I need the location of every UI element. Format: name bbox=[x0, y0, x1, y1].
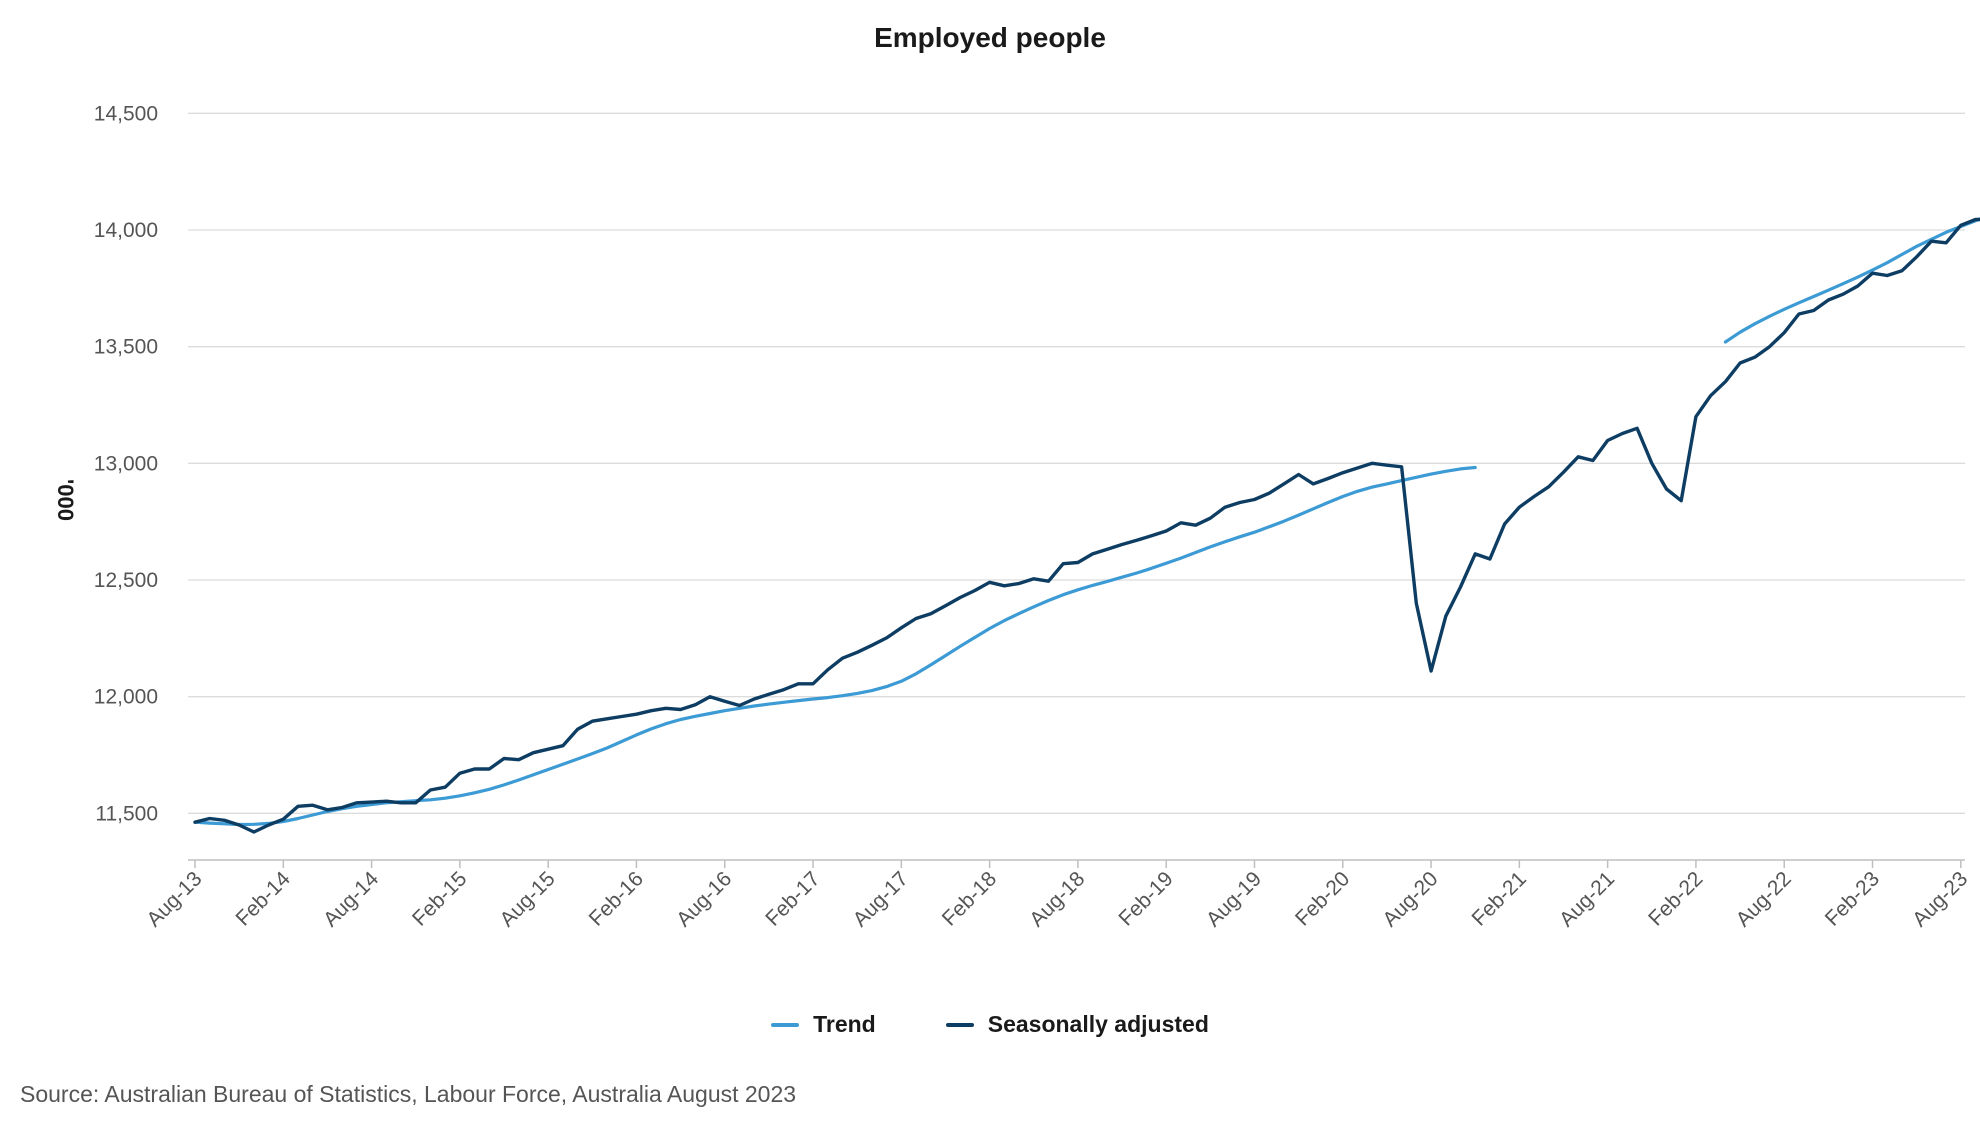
x-tick-label: Feb-19 bbox=[1114, 867, 1177, 930]
y-axis-ticks: 11,500 12,000 12,500 13,000 13,500 14,000 14,5… bbox=[94, 102, 158, 825]
y-tick-label: 11,500 bbox=[95, 802, 158, 825]
x-tick-label: Aug-19 bbox=[1202, 867, 1266, 931]
x-tick-label: Feb-14 bbox=[232, 867, 296, 931]
legend-swatch-seasonally-adjusted bbox=[945, 1022, 974, 1027]
x-tick-label: Feb-20 bbox=[1291, 867, 1354, 930]
y-tick-label: 12,000 bbox=[94, 686, 158, 709]
source-note: Source: Australian Bureau of Statistics,… bbox=[20, 1081, 797, 1107]
x-tick-label: Feb-23 bbox=[1821, 867, 1884, 930]
x-tick-label: Feb-21 bbox=[1468, 867, 1531, 930]
x-tick-label: Aug-21 bbox=[1555, 867, 1619, 931]
x-tick-label: Feb-22 bbox=[1644, 867, 1707, 930]
x-tick-label: Feb-15 bbox=[408, 867, 471, 930]
y-tick-label: 13,000 bbox=[94, 452, 158, 475]
legend-item-trend[interactable]: Trend bbox=[771, 1011, 876, 1038]
gridlines bbox=[188, 112, 1965, 814]
legend-label-seasonally-adjusted: Seasonally adjusted bbox=[987, 1011, 1209, 1037]
legend-swatch-trend bbox=[771, 1022, 800, 1027]
y-tick-label: 14,500 bbox=[94, 102, 158, 125]
chart-title: Employed people bbox=[874, 22, 1106, 53]
y-tick-label: 14,000 bbox=[94, 219, 158, 242]
y-axis-label: '000 bbox=[53, 479, 78, 521]
series-line-seasonally-adjusted bbox=[193, 217, 1980, 834]
x-tick-label: Feb-18 bbox=[938, 867, 1001, 930]
x-tick-label: Feb-17 bbox=[761, 867, 824, 930]
x-tick-label: Aug-13 bbox=[142, 867, 206, 931]
x-axis-ticks: Aug-13 Feb-14 Aug-14 Feb-15 Aug-15 Feb-16 Aug-… bbox=[142, 860, 1972, 931]
x-tick-label: Aug-16 bbox=[672, 867, 736, 931]
x-tick-label: Aug-15 bbox=[496, 867, 560, 931]
legend-label-trend: Trend bbox=[813, 1011, 876, 1037]
x-tick-label: Feb-16 bbox=[585, 867, 648, 930]
x-tick-label: Aug-17 bbox=[849, 867, 913, 931]
x-tick-label: Aug-23 bbox=[1908, 867, 1972, 931]
legend-item-seasonally-adjusted[interactable]: Seasonally adjusted bbox=[945, 1011, 1209, 1038]
series-lines bbox=[193, 217, 1980, 834]
x-tick-label: Aug-22 bbox=[1732, 867, 1796, 931]
legend: Trend Seasonally adjusted bbox=[0, 1011, 1980, 1038]
x-tick-label: Aug-20 bbox=[1378, 867, 1442, 931]
series-line-trend bbox=[193, 465, 1477, 827]
x-tick-label: Aug-14 bbox=[319, 867, 383, 931]
series-line-trend bbox=[1723, 217, 1980, 344]
y-tick-label: 13,500 bbox=[94, 336, 158, 359]
x-tick-label: Aug-18 bbox=[1025, 867, 1089, 931]
y-tick-label: 12,500 bbox=[94, 569, 158, 592]
